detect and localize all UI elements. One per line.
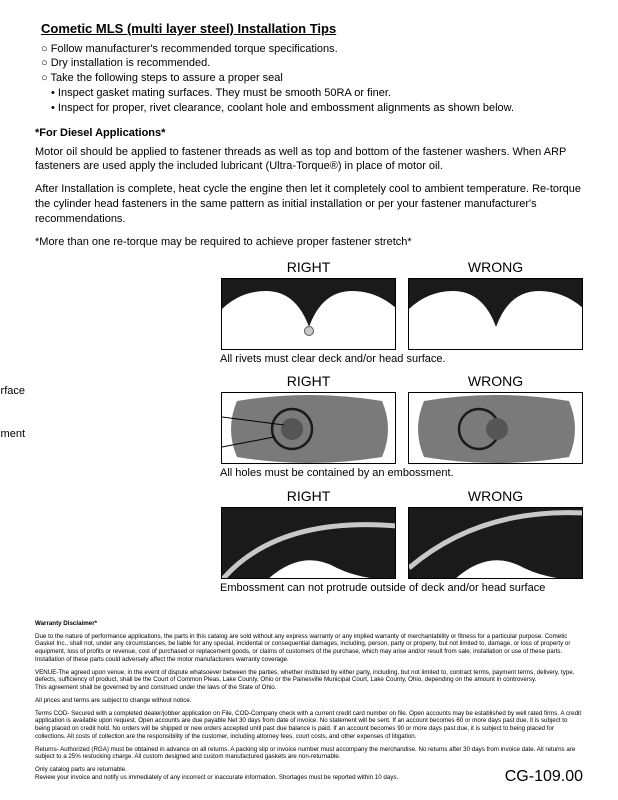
bullet-list: ○ Follow manufacturer's recommended torq… [35,42,583,116]
diagram-rivet-wrong [408,278,583,350]
side-labels: coolant hole on deck / head surface gask… [0,384,25,442]
disclaimer-para: Returns- Authorized (RGA) must be obtain… [35,746,583,762]
paragraph: Motor oil should be applied to fastener … [35,145,583,175]
diagram-hole-wrong [408,392,583,464]
bullet-item: ○ Dry installation is recommended. [35,56,583,71]
caption-holes: All holes must be contained by an emboss… [35,466,583,481]
disclaimer-para: VENUE-The agreed upon venue, in the even… [35,669,583,692]
diagram-rivet-right [221,278,396,350]
diagram-row-emboss: RIGHT WRONG [35,487,583,579]
document-number: CG-109.00 [505,766,583,788]
label-right: RIGHT [221,487,396,506]
diesel-heading: *For Diesel Applications* [35,126,583,141]
label-right: RIGHT [221,372,396,391]
label-wrong: WRONG [408,372,583,391]
diagram-row-rivets: RIGHT WRONG [35,258,583,350]
bullet-subitem: • Inspect gasket mating surfaces. They m… [35,86,583,101]
disclaimer-para: Due to the nature of performance applica… [35,633,583,664]
warranty-disclaimer: Warranty Disclaimer* Due to the nature o… [35,620,583,782]
caption-rivets: All rivets must clear deck and/or head s… [35,352,583,367]
bullet-subitem: • Inspect for proper, rivet clearance, c… [35,101,583,116]
label-wrong: WRONG [408,487,583,506]
diagram-hole-right [221,392,396,464]
bullet-item: ○ Take the following steps to assure a p… [35,71,583,86]
label-right: RIGHT [221,258,396,277]
diagrams: RIGHT WRONG All rivets must clear deck a… [35,258,583,596]
paragraph: *More than one re-torque may be required… [35,235,583,250]
page-title: Cometic MLS (multi layer steel) Installa… [35,20,583,38]
label-wrong: WRONG [408,258,583,277]
diagram-emboss-right [221,507,396,579]
paragraph: After Installation is complete, heat cyc… [35,182,583,227]
disclaimer-title: Warranty Disclaimer* [35,620,583,628]
side-label-coolant: coolant hole on deck / head surface [0,384,25,399]
side-label-embossment: gasket embossment [0,427,25,442]
caption-emboss: Embossment can not protrude outside of d… [35,581,583,596]
bullet-item: ○ Follow manufacturer's recommended torq… [35,42,583,57]
disclaimer-para: All prices and terms are subject to chan… [35,697,583,705]
diagram-emboss-wrong [408,507,583,579]
diagram-row-holes: coolant hole on deck / head surface gask… [35,372,583,464]
disclaimer-para: Only catalog parts are returnable. Revie… [35,766,583,782]
disclaimer-para: Terms COD- Secured with a completed deal… [35,710,583,741]
